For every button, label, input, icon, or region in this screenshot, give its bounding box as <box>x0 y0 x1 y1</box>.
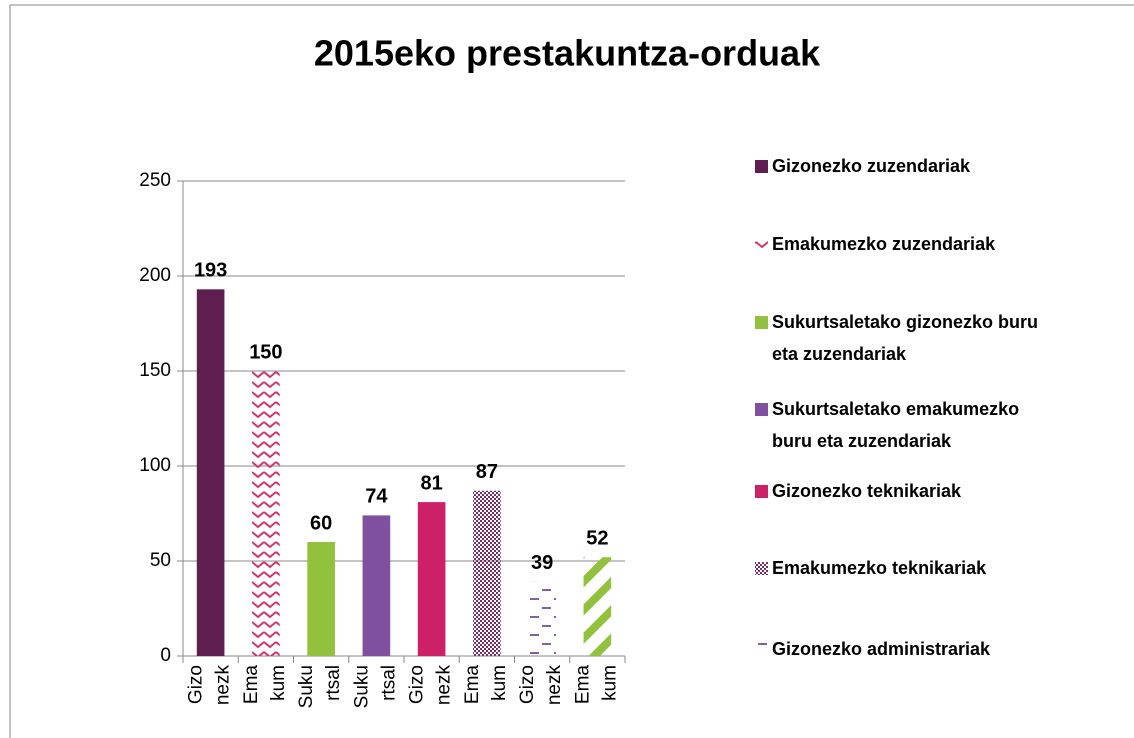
x-tick-label: nezk <box>213 665 234 706</box>
x-tick-label: Gizo <box>407 665 428 704</box>
legend-swatch <box>755 316 768 329</box>
y-tick-label: 0 <box>160 645 171 666</box>
chart-title: 2015eko prestakuntza-orduak <box>314 33 821 74</box>
y-tick-label: 200 <box>139 265 171 286</box>
value-label: 39 <box>531 552 553 574</box>
bar <box>417 502 446 656</box>
legend-swatch <box>755 643 768 656</box>
bar <box>583 557 612 656</box>
value-label: 87 <box>476 461 498 483</box>
legend-label: Sukurtsaletako emakumezko <box>772 399 1019 419</box>
x-tick-label: Suku <box>351 665 372 708</box>
x-tick-label: rtsal <box>323 665 344 701</box>
legend-label: Gizonezko teknikariak <box>772 481 962 501</box>
x-tick-label: rtsal <box>378 665 399 701</box>
bar <box>528 581 556 656</box>
x-tick-label: Ema <box>572 665 593 705</box>
legend-swatch <box>755 403 768 416</box>
legend-label: Sukurtsaletako gizonezko buru <box>772 312 1038 332</box>
y-tick-label: 150 <box>139 360 171 381</box>
x-tick-label: kum <box>599 665 620 701</box>
legend-swatch <box>755 485 768 498</box>
x-tick-label: Ema <box>241 665 262 705</box>
x-tick-label: kum <box>489 665 510 701</box>
x-tick-label: nezk <box>544 665 565 706</box>
value-label: 193 <box>194 260 227 282</box>
bar <box>307 542 335 656</box>
legend-swatch <box>755 562 768 575</box>
bar <box>252 371 280 656</box>
legend-label: buru eta zuzendariak <box>772 431 952 451</box>
x-tick-label: nezk <box>434 665 455 706</box>
y-tick-label: 100 <box>139 455 171 476</box>
legend-label: eta zuzendariak <box>772 344 907 364</box>
legend-swatch <box>755 238 768 251</box>
value-label: 81 <box>421 472 443 494</box>
legend-label: Emakumezko teknikariak <box>772 558 987 578</box>
y-tick-label: 50 <box>150 550 171 571</box>
value-label: 150 <box>249 341 282 363</box>
bar <box>362 515 391 656</box>
legend-label: Gizonezko zuzendariak <box>772 156 971 176</box>
x-tick-label: Suku <box>296 665 317 708</box>
x-tick-label: Gizo <box>186 665 207 704</box>
x-tick-label: Ema <box>462 665 483 705</box>
value-label: 74 <box>365 486 388 508</box>
bar <box>196 289 225 656</box>
x-tick-label: Gizo <box>517 665 538 704</box>
legend-swatch <box>755 160 768 173</box>
legend-label: Gizonezko administrariak <box>772 639 991 659</box>
legend-label: Emakumezko zuzendariak <box>772 234 996 254</box>
bar <box>473 490 501 656</box>
value-label: 52 <box>586 527 608 549</box>
value-label: 60 <box>310 512 332 534</box>
y-tick-label: 250 <box>139 170 171 191</box>
x-tick-label: kum <box>268 665 289 701</box>
